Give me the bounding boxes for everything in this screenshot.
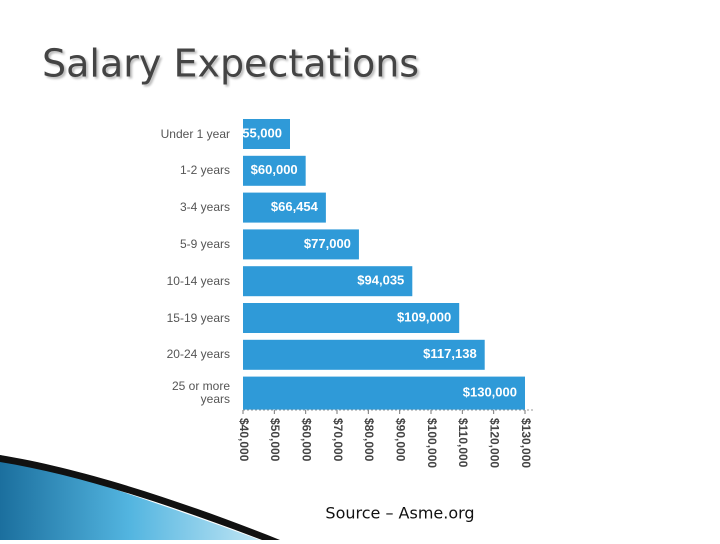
bar — [243, 192, 326, 223]
bar — [243, 266, 413, 297]
value-label: $130,000 — [463, 385, 517, 400]
x-tick-label: $130,000 — [519, 418, 533, 468]
y-tick-label: 5-9 years — [179, 236, 230, 251]
y-tick-label: 1-2 years — [179, 163, 230, 178]
decor-swoosh — [0, 455, 260, 540]
bar — [243, 229, 359, 260]
decor-swoosh-line — [0, 455, 280, 540]
y-tick-label: 20-24 years — [166, 347, 230, 362]
category-slot: 20-24 years — [166, 347, 230, 362]
value-label: $109,000 — [397, 309, 451, 324]
category-slot: 5-9 years — [179, 236, 230, 251]
x-tick-label: $40,000 — [237, 418, 251, 462]
y-tick-label: Under 1 year — [160, 126, 230, 141]
bar — [243, 376, 525, 410]
value-label: $55,000 — [235, 125, 282, 140]
x-tick-label: $50,000 — [268, 418, 282, 462]
category-slot: 25 or more years — [171, 379, 230, 407]
x-tick-label: $100,000 — [425, 418, 439, 468]
value-label: $117,138 — [423, 346, 477, 361]
bar — [243, 303, 460, 333]
y-tick-label: 25 or more years — [171, 379, 230, 407]
title: Salary Expectations — [42, 42, 419, 86]
category-slot: 3-4 years — [179, 200, 230, 215]
category-slot: 10-14 years — [166, 273, 230, 288]
bar — [243, 155, 306, 186]
y-tick-label: 3-4 years — [179, 200, 230, 215]
x-tick-label: $110,000 — [456, 418, 470, 468]
x-tick-label: $120,000 — [487, 418, 501, 468]
bar — [243, 119, 290, 149]
y-tick-label: 10-14 years — [166, 273, 230, 288]
y-tick-label: 15-19 years — [166, 310, 230, 325]
category-slot: Under 1 year — [160, 126, 230, 141]
x-tick-label: $90,000 — [393, 418, 407, 462]
value-label: $77,000 — [304, 236, 351, 251]
x-tick-label: $60,000 — [299, 418, 313, 462]
source: Source – Asme.org — [325, 504, 474, 523]
x-tick-label: $70,000 — [331, 418, 345, 462]
bar — [243, 339, 485, 370]
x-tick-label: $80,000 — [362, 418, 376, 462]
category-slot: 1-2 years — [179, 163, 230, 178]
value-label: $94,035 — [357, 273, 404, 288]
value-label: $66,454 — [271, 199, 319, 214]
category-slot: 15-19 years — [166, 310, 230, 325]
value-label: $60,000 — [251, 162, 298, 177]
